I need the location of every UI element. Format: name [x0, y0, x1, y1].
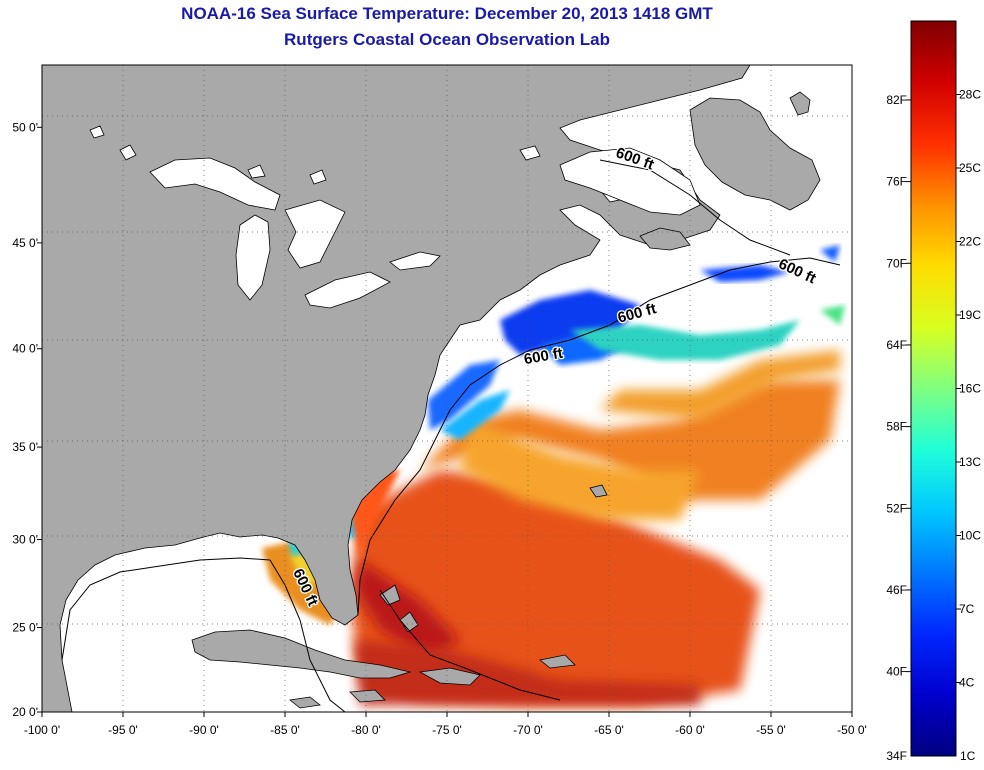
fahrenheit-label: 46F [886, 583, 907, 597]
fahrenheit-label: 40F [886, 665, 907, 679]
isobath-lines [61, 159, 841, 712]
graticule [42, 65, 852, 712]
lat-tick-label: 20 0' [12, 705, 38, 719]
lat-tick-label: 45 0' [12, 236, 38, 250]
fahrenheit-label: 76F [886, 175, 907, 189]
colorbar-labels: 4C 7C 10C 13C 16C 19C 22C 25C 28C 40F 46F 52F 58F 64F… [886, 88, 981, 764]
celsius-label: 25C [959, 161, 981, 175]
celsius-min-label: 1C [960, 749, 976, 763]
fahrenheit-label: 64F [886, 338, 907, 352]
celsius-label: 16C [959, 382, 981, 396]
map-title: NOAA-16 Sea Surface Temperature: Decembe… [181, 4, 713, 23]
celsius-label: 13C [959, 455, 981, 469]
fahrenheit-label: 70F [886, 256, 907, 270]
fahrenheit-label: 52F [886, 501, 907, 515]
lon-tick-label: -60 0' [675, 723, 705, 737]
celsius-label: 4C [959, 676, 975, 690]
lon-tick-label: -80 0' [351, 723, 381, 737]
lon-tick-label: -90 0' [189, 723, 219, 737]
lon-tick-label: -70 0' [513, 723, 543, 737]
axis-ticks: -100 0' -95 0' -90 0' -85 0' -80 0' -75 0' -70… [12, 120, 866, 737]
lat-tick-label: 35 0' [12, 440, 38, 454]
celsius-label: 7C [959, 602, 975, 616]
lon-tick-label: -85 0' [270, 723, 300, 737]
lon-tick-label: -50 0' [837, 723, 867, 737]
lon-tick-label: -55 0' [756, 723, 786, 737]
fahrenheit-label: 58F [886, 420, 907, 434]
lon-tick-label: -95 0' [108, 723, 138, 737]
celsius-label: 28C [959, 88, 981, 102]
lon-tick-label: -65 0' [594, 723, 624, 737]
land [42, 65, 821, 712]
lat-tick-label: 25 0' [12, 621, 38, 635]
lat-tick-label: 30 0' [12, 533, 38, 547]
fahrenheit-min-label: 34F [886, 749, 907, 763]
fahrenheit-label: 82F [886, 93, 907, 107]
sst-overlay [262, 245, 845, 705]
lon-tick-label: -75 0' [432, 723, 462, 737]
celsius-label: 22C [959, 235, 981, 249]
celsius-label: 10C [959, 529, 981, 543]
lon-tick-label: -100 0' [24, 723, 60, 737]
lat-tick-label: 50 0' [12, 120, 38, 134]
celsius-label: 19C [959, 308, 981, 322]
lakes [89, 125, 629, 309]
colorbar [910, 20, 957, 757]
lat-tick-label: 40 0' [12, 342, 38, 356]
map-subtitle: Rutgers Coastal Ocean Observation Lab [284, 30, 610, 49]
